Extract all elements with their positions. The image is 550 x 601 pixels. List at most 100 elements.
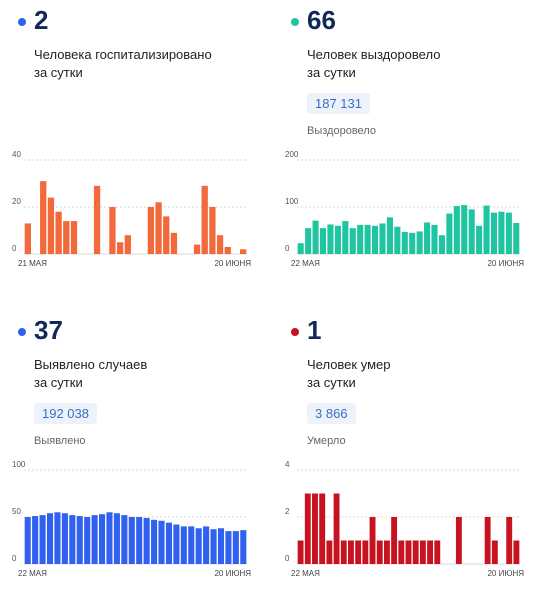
deaths-label: Человек умер за сутки: [307, 357, 391, 390]
bar: [305, 228, 312, 254]
bar: [165, 522, 172, 564]
bar: [180, 526, 187, 564]
cases-dot: [18, 328, 26, 336]
x-end-label: 20 ИЮНЯ: [487, 569, 524, 578]
x-end-label: 20 ИЮНЯ: [487, 259, 524, 268]
deaths-dot: [291, 328, 299, 336]
bar: [240, 249, 247, 254]
bar: [304, 493, 311, 564]
bar: [364, 224, 371, 254]
hospitalized-count: 2: [34, 5, 49, 35]
bar: [55, 211, 62, 254]
hospitalized-dot: [18, 18, 26, 26]
y-tick-label: 0: [12, 554, 17, 563]
bar: [40, 181, 47, 254]
bar: [357, 224, 364, 254]
bar: [116, 242, 124, 254]
bar: [216, 235, 224, 254]
bar: [319, 493, 326, 564]
bar: [155, 202, 162, 254]
cases-panel: 37 Выявлено случаев за сутки 192 038 Выя…: [12, 310, 272, 600]
bar: [369, 517, 376, 564]
x-start-label: 21 МАЯ: [18, 259, 47, 268]
bar: [424, 222, 431, 254]
bar: [39, 515, 46, 564]
bar: [379, 223, 386, 254]
bar: [217, 528, 225, 564]
bar: [70, 221, 78, 254]
bar: [63, 221, 70, 254]
recovered-total: 187 131: [307, 93, 370, 114]
deaths-panel: 1 Человек умер за сутки 3 866 Умерло 0 2 4…: [285, 310, 545, 600]
bar: [240, 530, 247, 564]
recovered-total-label: Выздоровело: [307, 125, 376, 137]
y-tick-label: 50: [12, 507, 21, 516]
bar: [505, 212, 512, 254]
bar: [409, 232, 416, 254]
cases-total: 192 038: [34, 403, 97, 424]
bar: [106, 512, 113, 564]
bar: [32, 516, 39, 564]
deaths-total: 3 866: [307, 403, 356, 424]
y-tick-label: 0: [285, 244, 290, 253]
x-start-label: 22 МАЯ: [291, 569, 320, 578]
bar: [84, 517, 91, 564]
bar: [210, 529, 217, 564]
x-start-label: 22 МАЯ: [18, 569, 47, 578]
bar: [297, 243, 304, 254]
bar: [173, 524, 180, 564]
bar: [232, 531, 239, 564]
deaths-count: 1: [307, 315, 322, 345]
bar: [391, 517, 398, 564]
bar: [333, 493, 340, 564]
recovered-count: 66: [307, 5, 336, 35]
deaths-chart: 0 2 4 22 МАЯ 20 ИЮНЯ: [285, 460, 524, 578]
bar: [209, 207, 216, 254]
bar: [513, 540, 520, 564]
bar: [342, 221, 349, 254]
bar: [455, 517, 462, 564]
bar: [355, 540, 362, 564]
bar: [513, 222, 520, 254]
x-end-label: 20 ИЮНЯ: [214, 569, 251, 578]
bar: [326, 540, 333, 564]
bar: [461, 205, 468, 254]
y-tick-label: 100: [285, 197, 299, 206]
cases-count: 37: [34, 315, 63, 345]
bar: [327, 224, 334, 254]
x-start-label: 22 МАЯ: [291, 259, 320, 268]
bar: [412, 540, 419, 564]
bar: [203, 526, 210, 564]
bar: [498, 211, 505, 254]
bar: [24, 517, 31, 564]
y-tick-label: 0: [12, 244, 17, 253]
bar: [468, 209, 475, 254]
bar: [398, 540, 405, 564]
bar: [69, 515, 76, 564]
bar: [24, 223, 31, 254]
bar: [109, 207, 116, 254]
bar: [319, 228, 327, 254]
bar: [446, 213, 453, 254]
bar: [348, 540, 354, 564]
bar: [483, 205, 490, 254]
bar: [54, 512, 61, 564]
bar: [124, 235, 131, 254]
hospitalized-label: Человека госпитализировано за сутки: [34, 47, 212, 80]
bar: [434, 540, 441, 564]
bar: [349, 228, 356, 254]
bar: [225, 531, 232, 564]
bar: [453, 206, 460, 254]
bar: [394, 226, 401, 254]
bar: [297, 540, 304, 564]
bar: [416, 231, 423, 254]
bar: [46, 513, 54, 564]
bar: [76, 516, 83, 564]
bar: [195, 528, 202, 564]
cases-chart: 0 50 100 22 МАЯ 20 ИЮНЯ: [12, 460, 251, 578]
bar: [362, 540, 369, 564]
recovered-panel: 66 Человек выздоровело за сутки 187 131 …: [285, 0, 545, 290]
bar: [193, 244, 201, 254]
deaths-total-label: Умерло: [307, 435, 346, 447]
